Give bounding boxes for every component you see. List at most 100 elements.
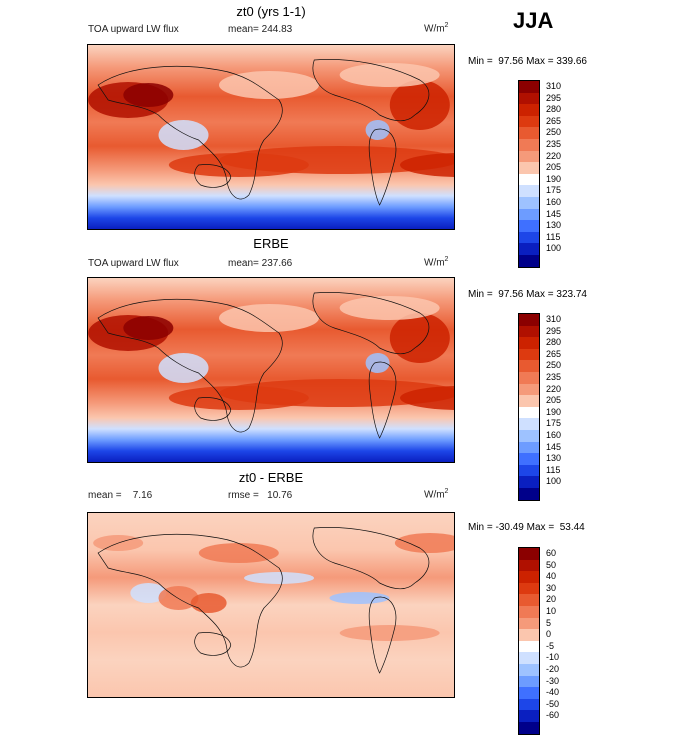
colorbar-tick-label: 205 (546, 395, 562, 406)
colorbar-swatch (519, 441, 539, 454)
unit-text: W/m (424, 257, 445, 269)
colorbar-swatch (519, 371, 539, 384)
unit-label: W/m2 (424, 488, 448, 500)
colorbar-tick-label: -50 (546, 698, 560, 709)
mid-label: mean= 244.83 (228, 24, 293, 35)
field-blob (329, 592, 390, 604)
colorbar-swatch (519, 571, 539, 583)
coastline (194, 164, 232, 188)
field-blob (244, 572, 315, 584)
colorbar-swatch (519, 652, 539, 664)
colorbar-swatch (519, 675, 539, 688)
colorbar-tick-label: 250 (546, 127, 562, 138)
field-blob (218, 71, 319, 99)
field-blob (198, 543, 279, 563)
panel-title: zt0 - ERBE (238, 470, 304, 485)
colorbar-tick-label: 130 (546, 453, 562, 464)
unit-exponent: 2 (444, 488, 449, 495)
map-svg (88, 513, 454, 697)
map-svg (88, 278, 454, 462)
colorbar-swatch (519, 617, 539, 630)
colorbar-swatch (519, 231, 539, 244)
colorbar-tick-label: 235 (546, 372, 562, 382)
map-plot (87, 512, 455, 698)
map-plot (87, 44, 455, 230)
colorbar-swatch (519, 698, 539, 711)
colorbar-tick-label: 145 (546, 441, 562, 452)
season-label: JJA (513, 8, 554, 33)
min-max-label: Min = -30.49 Max = 53.44 (468, 522, 585, 533)
min-max-label: Min = 97.56 Max = 339.66 (468, 56, 587, 67)
panel-title: zt0 (yrs 1-1) (236, 4, 306, 19)
coastline (368, 361, 397, 439)
field-blob (158, 120, 209, 150)
colorbar-tick-label: 130 (546, 220, 562, 231)
colorbar-swatch (519, 464, 539, 477)
coastline (312, 292, 430, 355)
colorbar-swatch (519, 487, 539, 500)
colorbar-swatch (519, 348, 539, 361)
unit-text: W/m (424, 489, 445, 501)
colorbar-tick-label: 5 (546, 617, 552, 628)
colorbar-swatch (519, 453, 539, 465)
colorbar-swatch (519, 605, 539, 618)
unit-label: W/m2 (424, 256, 448, 268)
colorbar-tick-label: 20 (546, 594, 557, 605)
colorbar-tick-label: 0 (546, 629, 552, 640)
colorbar-tick-label: 30 (546, 582, 557, 593)
colorbar-tick-label: 160 (546, 197, 562, 207)
unit-exponent: 2 (444, 22, 449, 29)
colorbar-tick-label: -20 (546, 664, 560, 674)
colorbar-tick-label: -5 (546, 640, 555, 651)
coastline (368, 596, 397, 674)
colorbar-swatch (519, 104, 539, 116)
colorbar-swatch (519, 360, 539, 372)
colorbar-swatch (519, 406, 539, 419)
field-blob (339, 625, 440, 641)
colorbar-tick-label: 280 (546, 337, 562, 348)
left-label: mean = 7.16 (88, 490, 153, 501)
colorbar-swatch (519, 196, 539, 209)
colorbar-swatch (519, 418, 539, 430)
colorbar-swatch (519, 162, 539, 174)
colorbar-swatch (519, 173, 539, 186)
left-label: TOA upward LW flux (88, 258, 179, 269)
colorbar-tick-label: 100 (546, 243, 562, 254)
min-max-label: Min = 97.56 Max = 323.74 (468, 289, 587, 300)
colorbar-tick-label: -30 (546, 675, 560, 686)
colorbar-swatch (519, 710, 539, 722)
colorbar-tick-label: 160 (546, 430, 562, 440)
colorbar-swatch (519, 395, 539, 407)
colorbar-tick-label: 115 (546, 231, 561, 242)
colorbar (518, 313, 540, 501)
colorbar-swatch (519, 138, 539, 151)
colorbar-tick-label: 235 (546, 139, 562, 149)
panel-title: ERBE (253, 236, 289, 251)
mid-label: rmse = 10.76 (228, 490, 293, 501)
colorbar-tick-label: 220 (546, 383, 562, 394)
colorbar-swatch (519, 476, 539, 488)
colorbar-tick-label: 190 (546, 406, 562, 417)
colorbar-swatch (519, 559, 539, 572)
colorbar-swatch (519, 429, 539, 442)
colorbar-swatch (519, 254, 539, 267)
colorbar-swatch (519, 150, 539, 163)
unit-exponent: 2 (444, 256, 449, 263)
colorbar-tick-label: 60 (546, 548, 557, 558)
colorbar-tick-label: 250 (546, 360, 562, 371)
map-plot (87, 277, 455, 463)
field-blob (400, 153, 454, 177)
coastline (368, 128, 397, 206)
colorbar-tick-label: -40 (546, 687, 560, 698)
field-blob (123, 316, 174, 340)
colorbar-swatch (519, 721, 539, 734)
colorbar-swatch (519, 115, 539, 128)
colorbar-tick-label: 295 (546, 92, 562, 103)
colorbar (518, 80, 540, 268)
colorbar-tick-label: 280 (546, 104, 562, 115)
colorbar-tick-label: 205 (546, 162, 562, 173)
colorbar-tick-label: 310 (546, 314, 562, 324)
colorbar-tick-label: 310 (546, 81, 562, 91)
field-blob (339, 296, 440, 320)
colorbar-tick-label: 295 (546, 325, 562, 336)
